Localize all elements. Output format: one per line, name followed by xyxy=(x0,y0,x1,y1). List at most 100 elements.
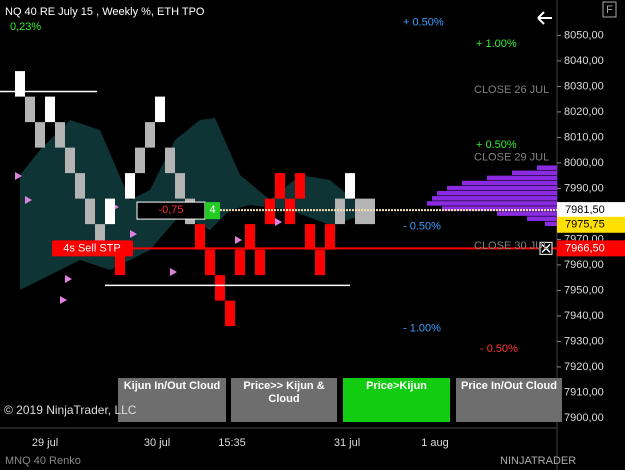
brick xyxy=(275,173,285,199)
level-label: + 0.50% xyxy=(476,139,517,151)
brick xyxy=(235,249,245,276)
profile-bar xyxy=(432,196,557,201)
instrument: MNQ 40 Renko xyxy=(5,455,81,467)
x-tick-label: 15:35 xyxy=(218,437,246,449)
quantity-box xyxy=(205,202,220,220)
brick xyxy=(165,147,175,174)
brick xyxy=(25,96,35,123)
level-label: + 0.50% xyxy=(403,17,444,29)
brick xyxy=(265,198,275,225)
price-tag xyxy=(557,216,625,233)
brick xyxy=(35,122,45,148)
profile-bar xyxy=(527,216,557,221)
level-label: CLOSE 30 JUL xyxy=(474,240,549,252)
brick xyxy=(195,224,205,250)
brick xyxy=(55,122,65,148)
level-label: - 0.50% xyxy=(480,343,518,355)
price-tag-label: 7981,50 xyxy=(565,204,605,216)
brick xyxy=(65,147,75,174)
y-tick-label: 7950,00 xyxy=(564,284,604,296)
brick xyxy=(345,173,355,199)
profile-bar xyxy=(537,165,557,170)
brick xyxy=(175,173,185,199)
y-tick-label: 8000,00 xyxy=(564,157,604,169)
brick xyxy=(155,96,165,123)
chart-title: NQ 40 RE July 15 , Weekly %, ETH TPO xyxy=(5,6,205,18)
y-tick-label: 7910,00 xyxy=(564,386,604,398)
level-label: - 0.50% xyxy=(403,221,441,233)
brick xyxy=(115,249,125,276)
brick xyxy=(75,173,85,199)
profile-bar xyxy=(545,221,557,227)
price-tag-label: 7975,75 xyxy=(565,219,605,231)
brick xyxy=(135,147,145,174)
copyright: © 2019 NinjaTrader, LLC xyxy=(4,403,137,417)
profile-bar xyxy=(497,211,557,216)
brick xyxy=(255,249,265,276)
brick xyxy=(245,224,255,250)
brick xyxy=(45,96,55,123)
brick xyxy=(285,198,295,225)
profile-bar xyxy=(447,185,557,191)
icon[interactable]: F xyxy=(606,4,613,16)
brick xyxy=(315,249,325,276)
x-tick-label: 31 jul xyxy=(334,437,360,449)
price-tag xyxy=(557,202,625,219)
level-label: CLOSE 26 JUL xyxy=(474,84,549,96)
profile-bar xyxy=(427,201,557,206)
profile-bar xyxy=(437,190,557,196)
profile-bar xyxy=(487,175,557,181)
brick xyxy=(145,122,155,148)
level-label: + 1.00% xyxy=(476,38,517,50)
brick xyxy=(295,173,305,199)
brick xyxy=(205,249,215,276)
brick xyxy=(325,224,335,250)
change: 0,23% xyxy=(10,21,41,33)
position-pnl: -0,75 xyxy=(158,204,183,216)
price-tag-label: 7966,50 xyxy=(565,242,605,254)
y-tick-label: 7960,00 xyxy=(564,259,604,271)
position-quantity: 4 xyxy=(209,204,215,216)
level-label: - 1.00% xyxy=(403,323,441,335)
price-tag xyxy=(557,240,625,257)
order-tag xyxy=(52,240,133,257)
brick xyxy=(15,71,25,97)
button[interactable]: Price>> Kijun & Cloud xyxy=(231,378,337,422)
order-label: 4s Sell STP xyxy=(63,242,120,254)
back-arrow[interactable] xyxy=(537,11,552,25)
profile-bar xyxy=(512,170,557,176)
brick xyxy=(215,275,225,301)
cancel-x xyxy=(541,243,551,253)
icon-box[interactable] xyxy=(602,1,617,18)
profile-bar xyxy=(442,206,557,211)
brick xyxy=(105,198,115,225)
brick xyxy=(355,198,365,225)
y-tick-label: 8010,00 xyxy=(564,131,604,143)
x-tick-label: 1 aug xyxy=(421,437,449,449)
button[interactable]: Price In/Out Cloud xyxy=(456,378,562,422)
brick xyxy=(85,198,95,225)
y-tick-label: 7900,00 xyxy=(564,412,604,424)
brick xyxy=(305,224,315,250)
y-tick-label: 8050,00 xyxy=(564,29,604,41)
y-tick-label: 8020,00 xyxy=(564,106,604,118)
y-tick-label: 8030,00 xyxy=(564,80,604,92)
brick xyxy=(95,224,105,250)
button[interactable]: Kijun In/Out Cloud xyxy=(118,378,226,422)
y-tick-label: 7920,00 xyxy=(564,361,604,373)
y-tick-label: 8040,00 xyxy=(564,55,604,67)
level-label: CLOSE 29 JUL xyxy=(474,152,549,164)
markers xyxy=(15,172,282,304)
brick xyxy=(125,173,135,199)
button[interactable]: Price>Kijun xyxy=(343,378,450,422)
x-tick-label: 30 jul xyxy=(144,437,170,449)
brick xyxy=(365,198,375,225)
x-tick-label: 29 jul xyxy=(32,437,58,449)
y-tick-label: 7990,00 xyxy=(564,182,604,194)
profile-bar xyxy=(462,180,557,186)
y-tick-label: 7940,00 xyxy=(564,310,604,322)
brick xyxy=(225,300,235,327)
brand: NINJATRADER xyxy=(500,455,576,467)
